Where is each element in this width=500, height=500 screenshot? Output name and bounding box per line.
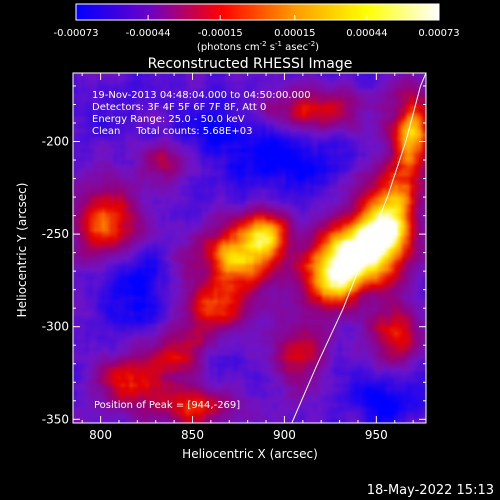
colorbar-tick-label: 0.00044 xyxy=(346,28,387,39)
annotation-clean: Clean Total counts: 5.68E+03 xyxy=(92,126,252,137)
annotation-energy: Energy Range: 25.0 - 50.0 keV xyxy=(92,114,245,125)
y-tick-label: -350 xyxy=(42,412,69,426)
annotation-detectors: Detectors: 3F 4F 5F 6F 7F 8F, Att 0 xyxy=(92,102,266,113)
y-tick-label: -200 xyxy=(42,135,69,149)
peak-position-label: Position of Peak = [944,-269] xyxy=(94,400,240,411)
axis-ticks: 800 850 900 950 -350 -300 -250 -200 xyxy=(42,73,426,442)
colorbar: -0.00073 -0.00044 -0.00015 0.00015 0.00044 0.… xyxy=(54,3,460,53)
x-axis-label: Heliocentric X (arcsec) xyxy=(182,447,318,461)
y-axis-label: Heliocentric Y (arcsec) xyxy=(15,183,29,318)
colorbar-tick-label: -0.00044 xyxy=(126,28,171,39)
footer-timestamp: 18-May-2022 15:13 xyxy=(367,483,494,498)
y-tick-label: -250 xyxy=(42,227,69,241)
colorbar-tick-label: 0.00015 xyxy=(274,28,315,39)
colorbar-tick-label: -0.00015 xyxy=(198,28,243,39)
colorbar-fill xyxy=(75,3,440,21)
colorbar-tick-label: -0.00073 xyxy=(54,28,99,39)
x-tick-label: 800 xyxy=(89,428,112,442)
colorbar-tick-label: 0.00073 xyxy=(418,28,459,39)
colorbar-unit: (photons cm-2 s-1 asec-2) xyxy=(197,40,319,53)
x-tick-label: 850 xyxy=(181,428,204,442)
annotation-block: 19-Nov-2013 04:48:04.000 to 04:50:00.000… xyxy=(92,90,311,411)
chart-title: Reconstructed RHESSI Image xyxy=(148,56,353,72)
y-tick-label: -300 xyxy=(42,320,69,334)
x-tick-label: 900 xyxy=(273,428,296,442)
plot-frame xyxy=(72,72,427,424)
solar-limb-line xyxy=(291,73,426,423)
annotation-time: 19-Nov-2013 04:48:04.000 to 04:50:00.000 xyxy=(92,90,311,101)
colorbar-ticks: -0.00073 -0.00044 -0.00015 0.00015 0.00044 0.… xyxy=(54,15,460,39)
plot-area: 800 850 900 950 -350 -300 -250 -200 xyxy=(42,72,427,442)
x-tick-label: 950 xyxy=(365,428,388,442)
